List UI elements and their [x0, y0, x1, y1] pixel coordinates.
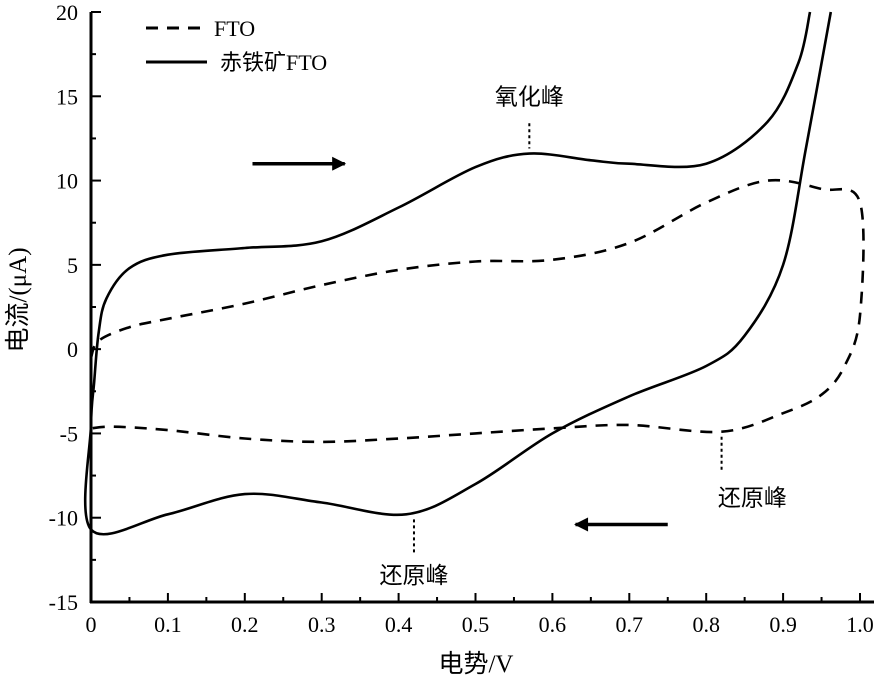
- annotation-label: 还原峰: [379, 563, 448, 588]
- y-tick-label: -10: [49, 506, 78, 531]
- x-tick-label: 0.5: [462, 612, 490, 637]
- x-tick-label: 0.8: [692, 612, 720, 637]
- x-tick-label: 0.6: [539, 612, 567, 637]
- y-tick-label: -15: [49, 590, 78, 615]
- legend-label-fto: FTO: [214, 16, 255, 41]
- y-tick-label: 15: [56, 84, 78, 109]
- x-tick-label: 0.7: [616, 612, 644, 637]
- y-tick-label: 10: [56, 169, 78, 194]
- series-line-fto: [89, 178, 865, 444]
- legend-label-hematite: 赤铁矿FTO: [220, 50, 327, 75]
- axes: 0 0.1 0.2 0.3 0.4 0.5 0.6 0.7 0.8 0.9 1.0 -15 -10 -5 0…: [49, 0, 874, 637]
- y-axis-label: 电流/(μA): [4, 247, 32, 352]
- series-line-hematite-fto: [83, 11, 833, 536]
- legend: FTO 赤铁矿FTO: [146, 16, 327, 75]
- x-tick-label: 0: [86, 612, 97, 637]
- y-tick-label: 0: [67, 337, 78, 362]
- annotation-label: 还原峰: [718, 485, 787, 510]
- annotation-label: 氧化峰: [495, 84, 564, 109]
- y-tick-label: 5: [67, 253, 78, 278]
- y-tick-label: 20: [56, 0, 78, 25]
- x-axis-label: 电势/V: [438, 650, 513, 678]
- series-group: [83, 11, 865, 536]
- x-tick-label: 0.4: [385, 612, 413, 637]
- y-tick-label: -5: [60, 421, 78, 446]
- x-tick-label: 1.0: [846, 612, 874, 637]
- x-tick-label: 0.1: [154, 612, 182, 637]
- x-tick-label: 0.3: [308, 612, 336, 637]
- x-tick-label: 0.2: [231, 612, 259, 637]
- x-tick-label: 0.9: [769, 612, 797, 637]
